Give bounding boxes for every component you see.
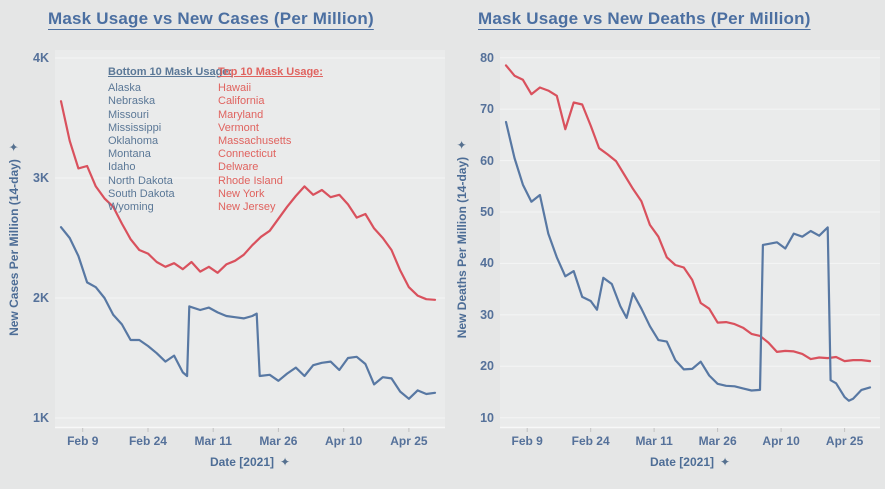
y-tick-label: 70: [480, 102, 494, 117]
x-axis-title: Date [2021] ✦: [500, 455, 880, 469]
legend-item: Montana: [108, 148, 151, 161]
x-tick-label: Apr 25: [390, 434, 428, 448]
legend-column: Bottom 10 Mask Usage: Alaska Nebraska Misso…: [108, 66, 232, 214]
legend-item: New York: [218, 187, 265, 200]
y-tick-label: 1K: [33, 411, 49, 426]
legend-item: Missouri: [108, 108, 149, 121]
legend-item: Vermont: [218, 121, 259, 134]
plot-area-deaths[interactable]: [500, 50, 880, 432]
legend-item: Oklahoma: [108, 135, 159, 148]
legend-item: New Jersey: [218, 201, 276, 214]
pin-icon[interactable]: ✦: [719, 455, 731, 469]
y-tick-label: 30: [480, 307, 494, 322]
legend-item: Rhode Island: [218, 174, 283, 187]
x-tick-label: Mar 26: [698, 434, 737, 448]
x-tick-label: Feb 9: [511, 434, 543, 448]
plot-area-cases[interactable]: Bottom 10 Mask Usage: Alaska Nebraska Misso…: [55, 50, 445, 432]
legend-item: Alaska: [108, 82, 142, 95]
line-chart-cases[interactable]: [55, 50, 445, 432]
legend-item: South Dakota: [108, 187, 175, 200]
chart-title-cases: Mask Usage vs New Cases (Per Million): [48, 9, 374, 28]
legend-item: Connecticut: [218, 148, 277, 161]
pin-icon[interactable]: ✦: [7, 142, 21, 153]
legend-item: Wyoming: [108, 201, 154, 214]
legend-item: North Dakota: [108, 174, 173, 187]
series-line-bottom-10-mask-usage[interactable]: [504, 120, 872, 402]
x-tick-label: Apr 10: [324, 434, 363, 448]
x-tick-label: Mar 26: [259, 434, 298, 448]
legend-item: Massachusetts: [218, 135, 292, 148]
y-tick-label: 10: [480, 410, 494, 425]
pin-icon[interactable]: ✦: [279, 455, 291, 469]
chart-title-deaths: Mask Usage vs New Deaths (Per Million): [478, 9, 811, 28]
legend-item: Nebraska: [108, 95, 156, 108]
legend-item: Maryland: [218, 108, 264, 121]
x-tick-label: Feb 24: [128, 434, 167, 448]
x-tick-label: Apr 10: [762, 434, 800, 448]
legend-item: Idaho: [108, 161, 136, 174]
legend-item: California: [218, 95, 265, 108]
series-line-top-10-mask-usage[interactable]: [504, 64, 872, 363]
x-axis-label: Date [2021]: [649, 455, 714, 469]
y-tick-label: 80: [480, 50, 494, 65]
y-tick-label: 4K: [33, 51, 49, 66]
x-tick-label: Feb 9: [67, 434, 99, 448]
x-tick-label: Mar 11: [194, 434, 232, 448]
y-tick-label: 3K: [33, 171, 49, 186]
legend-item: Mississippi: [108, 121, 162, 134]
series-line-bottom-10-mask-usage[interactable]: [59, 226, 437, 400]
chart-panel-new-deaths: Mask Usage vs New Deaths (Per Million) N…: [449, 0, 885, 489]
legend-header: Top 10 Mask Usage:: [218, 66, 323, 78]
x-axis-label: Date [2021]: [209, 455, 274, 469]
legend-item: Hawaii: [218, 82, 252, 95]
chart-panel-new-cases: Mask Usage vs New Cases (Per Million) Ne…: [4, 9, 445, 469]
legend-header: Bottom 10 Mask Usage:: [108, 66, 233, 78]
y-tick-label: 20: [480, 359, 494, 374]
legend-item: Delware: [218, 161, 259, 174]
legend-column: Top 10 Mask Usage: Hawaii California Maryla…: [218, 66, 323, 214]
y-tick-label: 2K: [33, 291, 49, 306]
x-axis-title: Date [2021] ✦: [55, 455, 445, 469]
x-tick-label: Apr 25: [825, 434, 864, 448]
y-tick-label: 60: [480, 153, 494, 168]
line-chart-deaths[interactable]: [500, 50, 880, 432]
x-tick-label: Mar 11: [635, 434, 673, 448]
series-line-top-10-mask-usage[interactable]: [59, 100, 437, 301]
x-tick-label: Feb 24: [571, 434, 610, 448]
y-tick-label: 40: [480, 256, 494, 271]
y-axis-title: New Cases Per Million (14-day) ✦: [4, 50, 24, 428]
y-tick-label: 50: [480, 205, 494, 219]
pin-icon[interactable]: ✦: [455, 139, 469, 150]
